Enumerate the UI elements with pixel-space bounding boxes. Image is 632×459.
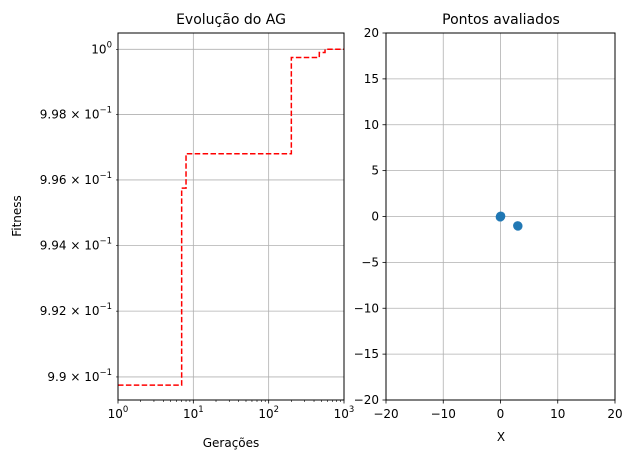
y-tick-label: −10: [354, 301, 379, 315]
x-tick-exponent: 2: [274, 405, 279, 415]
points-x-ticks: −20 −10 0 10 20: [373, 400, 623, 421]
y-tick-mantissa: 9.96 × 10: [40, 173, 100, 187]
x-tick-label: −20: [373, 407, 398, 421]
fitness-y-axis-label: Fitness: [10, 195, 24, 237]
scatter-point: [495, 212, 505, 222]
x-tick-base: 10: [258, 407, 273, 421]
y-tick-mantissa: 9.92 × 10: [40, 304, 100, 318]
y-tick-label: 10: [364, 118, 379, 132]
x-tick-label: 0: [497, 407, 505, 421]
x-tick-exponent: 1: [198, 405, 203, 415]
y-tick-exponent: −1: [99, 236, 112, 246]
x-tick-exponent: 0: [123, 405, 128, 415]
y-tick-mantissa: 9.94 × 10: [40, 238, 100, 252]
y-tick-label: 9.98 × 10−1: [40, 106, 112, 122]
points-x-axis-label: X: [497, 430, 505, 444]
x-tick-label: 100: [108, 405, 129, 421]
fitness-chart-grid: [117, 33, 345, 400]
points-y-ticks: −20 −15 −10 −5 0 5 10 15 20: [354, 26, 386, 407]
y-tick-exponent: 0: [107, 40, 112, 50]
y-tick-exponent: −1: [99, 302, 112, 312]
fitness-chart-title: Evolução do AG: [176, 12, 286, 28]
y-tick-exponent: −1: [99, 171, 112, 181]
y-tick-label: 5: [371, 164, 379, 178]
y-tick-label: 9.9 × 10−1: [47, 368, 112, 384]
y-tick-label: −15: [354, 347, 379, 361]
x-tick-base: 10: [183, 407, 198, 421]
x-tick-label: 10: [550, 407, 565, 421]
y-tick-label: 0: [371, 210, 379, 224]
y-tick-label: 20: [364, 26, 379, 40]
fitness-chart-frame: [117, 32, 345, 401]
y-tick-label: 9.92 × 10−1: [40, 302, 112, 318]
y-tick-mantissa: 10: [91, 42, 106, 56]
y-tick-label: 9.94 × 10−1: [40, 236, 112, 252]
x-tick-exponent: 3: [349, 405, 354, 415]
points-chart: Pontos avaliados −20 −10 0 10 20 −20 −15 −10 −5…: [354, 12, 623, 444]
x-tick-label: 103: [334, 405, 355, 421]
y-tick-exponent: −1: [99, 106, 112, 116]
x-tick-base: 10: [334, 407, 349, 421]
y-tick-label: −5: [361, 255, 379, 269]
x-tick-label: 101: [183, 405, 204, 421]
y-tick-label: −20: [354, 393, 379, 407]
y-tick-mantissa: 9.9 × 10: [47, 370, 99, 384]
x-tick-base: 10: [108, 407, 123, 421]
y-tick-exponent: −1: [99, 368, 112, 378]
points-chart-title: Pontos avaliados: [442, 12, 560, 28]
x-tick-label: −10: [431, 407, 456, 421]
y-tick-label: 9.96 × 10−1: [40, 171, 112, 187]
y-tick-mantissa: 9.98 × 10: [40, 108, 100, 122]
fitness-line: [118, 48, 344, 386]
points-series: [495, 211, 523, 231]
x-tick-label: 20: [607, 407, 622, 421]
fitness-y-ticks: 9.9 × 10−19.92 × 10−19.94 × 10−19.96 × 1…: [40, 40, 118, 384]
x-tick-label: 102: [258, 405, 279, 421]
fitness-x-ticks: 100 101 102 103: [108, 400, 355, 421]
scatter-point: [513, 221, 523, 231]
fitness-x-axis-label: Gerações: [203, 436, 260, 450]
fitness-chart: Evolução do AG 100 101 102 103 9.9 × 10−19.…: [10, 12, 354, 450]
y-tick-label: 15: [364, 72, 379, 86]
y-tick-label: 100: [91, 40, 112, 56]
fitness-series: [118, 48, 344, 386]
